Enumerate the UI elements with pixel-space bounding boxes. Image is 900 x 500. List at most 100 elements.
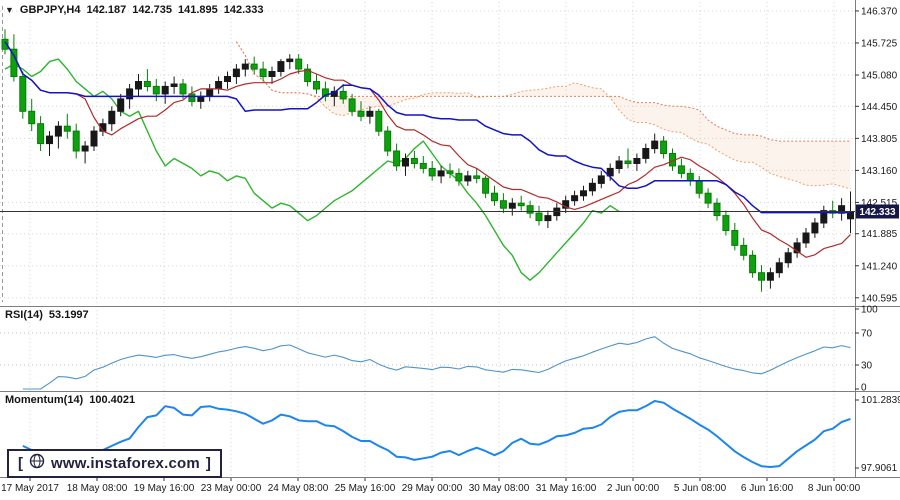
- time-axis-label: 23 May 00:00: [201, 483, 262, 494]
- candle-body: [437, 170, 445, 177]
- price-axis-label: 144.450: [861, 102, 898, 113]
- indicator-name: RSI(14): [5, 309, 43, 321]
- chart-header: ▼ GBPJPY,H4 142.187 142.735 141.895 142.…: [5, 4, 264, 16]
- candle-body: [366, 110, 374, 117]
- rsi-line: [22, 336, 851, 390]
- candle-body: [615, 160, 623, 169]
- grid-layer: [0, 2, 855, 477]
- candle-body: [268, 71, 276, 77]
- candle-body: [704, 192, 712, 204]
- rsi-axis-label: 70: [861, 329, 873, 340]
- candle-body: [126, 88, 134, 100]
- quote-close: 142.333: [223, 4, 264, 16]
- senkou-span-a-line: [235, 41, 851, 190]
- candle-body: [232, 68, 240, 78]
- candle-body: [722, 215, 730, 232]
- candle-body: [544, 215, 552, 222]
- candle-body: [535, 212, 543, 222]
- current-price-badge-text: 142.333: [859, 207, 896, 218]
- instaforex-watermark: [ www.instaforex.com ]: [7, 449, 222, 478]
- candle-body: [1, 38, 9, 50]
- indicator-name: Momentum(14): [5, 394, 84, 406]
- candle-body: [313, 81, 320, 90]
- candle-body: [464, 175, 472, 182]
- price-axis-label: 145.080: [861, 71, 898, 82]
- time-axis-label: 2 Jun 00:00: [607, 483, 660, 494]
- candle-body: [215, 81, 223, 90]
- price-axis-label: 142.515: [861, 198, 898, 209]
- candle-body: [686, 172, 694, 182]
- senkou-span-b-line: [235, 41, 851, 142]
- candle-body: [802, 232, 810, 244]
- candle-body: [179, 83, 187, 95]
- candle-body: [455, 172, 463, 182]
- candle-body: [90, 130, 98, 147]
- quote-high: 142.735: [132, 4, 172, 16]
- candle-body: [677, 165, 685, 174]
- time-axis-label: 17 May 2017: [1, 483, 59, 494]
- candle-body: [81, 145, 89, 152]
- candle-body: [19, 76, 27, 112]
- candle-body: [526, 205, 534, 214]
- candle-body: [286, 58, 294, 63]
- candle-body: [793, 242, 801, 254]
- candle-body: [758, 272, 765, 281]
- candle-body: [206, 88, 214, 97]
- time-axis-label: 29 May 00:00: [402, 483, 463, 494]
- candle-body: [517, 202, 525, 207]
- candle-body: [740, 244, 748, 256]
- candle-body: [63, 125, 71, 132]
- time-axis-label: 25 May 16:00: [335, 483, 396, 494]
- time-axis-label: 30 May 08:00: [469, 483, 530, 494]
- candle-body: [446, 170, 454, 174]
- candle-body: [651, 140, 659, 150]
- quote-open: 142.187: [86, 4, 127, 16]
- quote-low: 141.895: [177, 4, 218, 16]
- candle-body: [820, 210, 828, 224]
- candle-body: [811, 222, 819, 234]
- candle-body: [473, 175, 481, 179]
- candle-body: [170, 83, 178, 87]
- candle-body: [152, 85, 160, 95]
- candle-body: [241, 63, 249, 70]
- watermark-bracket-right: ]: [205, 455, 211, 472]
- candle-body: [508, 202, 516, 209]
- tenkan-sen-line: [4, 41, 851, 258]
- globe-icon: [29, 453, 45, 474]
- candle-body: [224, 76, 231, 82]
- time-axis-label: 18 May 08:00: [67, 483, 128, 494]
- candle-body: [402, 158, 409, 167]
- candle-body: [46, 135, 53, 145]
- candle-body: [321, 88, 329, 97]
- price-axis-label: 141.240: [861, 261, 898, 272]
- candle-body: [375, 110, 383, 132]
- candle-body: [72, 130, 80, 152]
- watermark-bracket-left: [: [18, 455, 23, 472]
- momentum-line: [22, 400, 851, 468]
- time-axis-label: 31 May 16:00: [536, 483, 597, 494]
- candle-body: [250, 63, 258, 70]
- candle-body: [571, 195, 579, 202]
- price-axis-label: 143.160: [861, 166, 898, 177]
- kijun-sen-line: [4, 41, 851, 214]
- momentum-axis-label: 97.9061: [861, 463, 898, 474]
- time-axis-label: 24 May 08:00: [268, 483, 329, 494]
- chikou-span-line: [4, 58, 620, 281]
- candle-body: [775, 262, 783, 274]
- time-axis-label: 6 Jun 16:00: [741, 483, 794, 494]
- rsi-axis-label: 30: [861, 361, 873, 372]
- candle-body: [588, 182, 596, 192]
- candle-body: [597, 175, 605, 184]
- candle-body: [491, 192, 498, 202]
- indicator-value: 100.4021: [89, 394, 136, 406]
- candle-body: [562, 200, 570, 209]
- candle-body: [766, 272, 774, 281]
- candle-body: [482, 177, 490, 194]
- candle-body: [143, 81, 151, 87]
- candle-body: [188, 93, 196, 102]
- candle-body: [339, 90, 347, 100]
- candle-body: [161, 85, 169, 95]
- candle-body: [660, 140, 668, 155]
